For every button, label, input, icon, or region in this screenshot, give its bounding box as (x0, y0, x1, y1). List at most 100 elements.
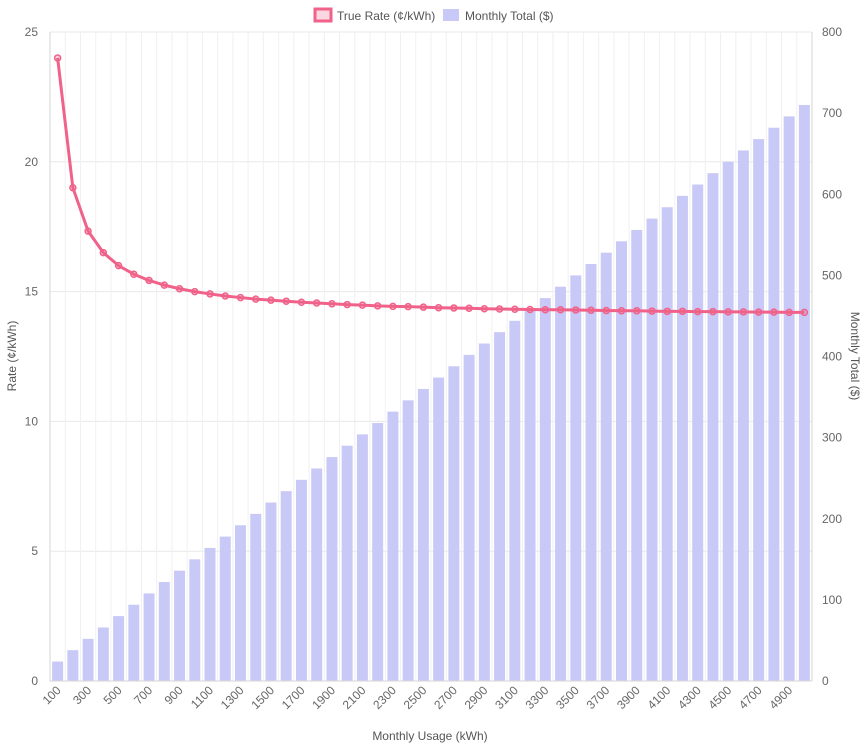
bar (494, 332, 506, 681)
bar (219, 536, 231, 681)
x-tick-label: 4700 (736, 683, 765, 712)
rate-point (480, 304, 489, 313)
bar (280, 491, 292, 681)
bar (341, 445, 353, 681)
x-tick-label: 1100 (188, 683, 216, 711)
rate-point (175, 284, 184, 293)
bar (616, 241, 627, 682)
y-left-tick-label: 20 (25, 155, 39, 169)
legend-label-monthly-total[interactable]: Monthly Total ($) (465, 9, 553, 23)
bar (631, 229, 643, 681)
bar (555, 286, 567, 681)
x-tick-label: 3100 (492, 683, 521, 712)
rate-point (328, 300, 336, 308)
rate-point (602, 306, 611, 315)
bar (798, 105, 810, 681)
x-tick-label: 2500 (401, 683, 430, 712)
bar (128, 604, 140, 681)
bar (113, 616, 125, 681)
y-right-tick-label: 600 (822, 187, 842, 201)
rate-point (739, 308, 748, 316)
rate-point (587, 306, 595, 315)
bar (722, 161, 734, 682)
x-tick-label: 1500 (248, 683, 277, 712)
x-tick-label: 2100 (340, 683, 369, 712)
bar (692, 184, 704, 681)
rate-point (358, 301, 367, 309)
rate-point (800, 308, 809, 317)
rate-point (632, 307, 641, 315)
x-axis-title: Monthly Usage (kWh) (372, 729, 487, 743)
y-right-tick-label: 100 (822, 593, 842, 607)
bar (570, 275, 582, 681)
bar (82, 638, 94, 681)
rate-point (114, 261, 123, 270)
rate-point (495, 305, 504, 313)
bar-series (52, 105, 810, 682)
x-tick-label: 2900 (462, 683, 491, 712)
bar (768, 127, 780, 682)
rate-point (785, 308, 793, 317)
rate-point (312, 299, 321, 307)
bar (204, 547, 216, 681)
bar (783, 116, 795, 682)
y-right-tick-label: 800 (822, 25, 842, 39)
rate-point (53, 54, 62, 62)
bar (600, 252, 612, 681)
rate-point (267, 296, 275, 304)
bar (539, 298, 551, 681)
y-right-tick-label: 700 (822, 106, 842, 120)
bar (311, 468, 323, 681)
bar (478, 343, 490, 681)
rate-point (754, 308, 763, 316)
x-tick-label: 3700 (584, 683, 613, 712)
bar (646, 218, 658, 681)
y-left-tick-label: 10 (25, 414, 39, 428)
bar (509, 320, 521, 681)
rate-point (770, 308, 778, 316)
legend-label-true-rate[interactable]: True Rate (¢/kWh) (337, 9, 435, 23)
bar (295, 479, 307, 681)
x-tick-label: 1700 (279, 683, 308, 712)
rate-point (678, 307, 687, 316)
y-right-tick-label: 0 (822, 674, 829, 688)
rate-point (526, 305, 534, 314)
bar (402, 400, 414, 681)
legend[interactable]: True Rate (¢/kWh) Monthly Total ($) (313, 7, 553, 23)
bar (189, 559, 201, 681)
y-right-tick-label: 500 (822, 268, 842, 282)
rate-point (251, 295, 260, 303)
rate-point (84, 227, 92, 235)
x-tick-label: 3300 (523, 683, 552, 712)
bar (707, 173, 719, 681)
bar (158, 582, 170, 681)
line-series (53, 54, 809, 317)
x-tick-label: 300 (70, 683, 94, 707)
rate-point (389, 302, 397, 311)
bar (737, 150, 749, 681)
rate-point (465, 304, 473, 312)
rate-point (541, 306, 550, 314)
y-left-tick-label: 25 (25, 25, 39, 39)
x-tick-label: 3900 (614, 683, 643, 712)
rate-point (191, 287, 199, 296)
y-axis-left-title: Rate (¢/kWh) (5, 321, 19, 392)
rate-point (419, 303, 428, 311)
bar (143, 593, 155, 681)
rate-point (709, 307, 717, 316)
rate-point (99, 248, 108, 257)
rate-point (221, 292, 230, 300)
rate-point (297, 298, 306, 306)
rate-point (511, 305, 519, 314)
rate-point (145, 276, 153, 285)
rate-point (648, 307, 656, 315)
bar (448, 366, 460, 681)
x-tick-label: 4900 (766, 683, 795, 712)
bar (676, 195, 688, 681)
x-tick-label: 700 (131, 683, 155, 707)
bar (417, 388, 429, 681)
y-axis-right-title: Monthly Total ($) (848, 312, 862, 400)
bar (97, 627, 109, 681)
